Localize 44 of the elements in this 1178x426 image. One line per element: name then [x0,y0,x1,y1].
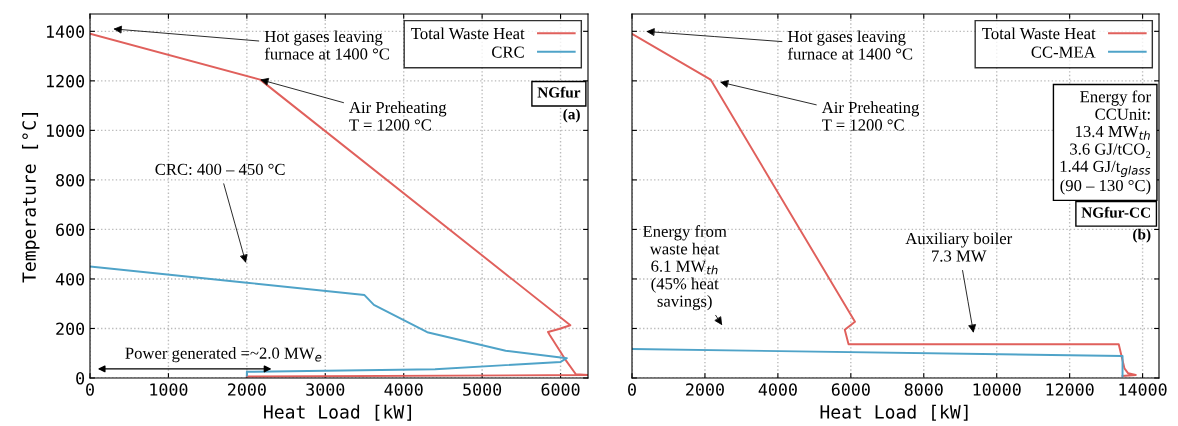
y-axis-title: Temperature [°C] [21,113,40,283]
annotation: (b) [1133,228,1151,243]
annotation: Energy for CCUnit: 13.4 MW$_{th}$ 3.6 GJ/tCO₂ 1.44 GJ/t$_{glass}$ (90 – 130 °C) [1060,90,1151,195]
x-tick-label: 4000 [758,383,797,396]
annotation: Auxiliary boiler 7.3 MW [905,232,1013,262]
annotation: NGfur [537,86,581,98]
annotation: Air Preheating T = 1200 °C [821,101,920,131]
x-axis-title: Heat Load [kW] [264,404,412,421]
x-tick-label: 6000 [831,383,870,396]
x-tick-label: 2000 [686,383,724,396]
y-tick-label: 800 [56,173,85,187]
x-tick-label: 14000 [1119,383,1167,396]
annotation: NGfur-CC [1081,206,1150,218]
x-tick-label: 5000 [463,383,502,396]
annotation: Power generated =~2.0 MW$_{e}$ [125,347,322,363]
y-tick-label: 1200 [47,74,85,88]
x-tick-label: 6000 [541,383,580,396]
x-tick-label: 0 [86,383,94,396]
legend-label: CC-MEA [1031,46,1096,58]
y-tick-label: 200 [56,322,85,336]
legend-label: CRC [492,46,524,58]
annotation: Hot gases leaving furnace at 1400 °C [264,30,389,60]
annotation: Hot gases leaving furnace at 1400 °C [787,30,913,60]
x-tick-label: 10000 [973,383,1021,396]
x-tick-label: 2000 [228,383,266,396]
x-tick-label: 3000 [306,383,345,396]
y-tick-label: 0 [76,372,85,385]
y-tick-label: 600 [56,223,85,237]
y-tick-label: 400 [55,272,85,286]
x-tick-label: 8000 [904,383,943,396]
annotation: CRC: 400 – 450 °C [155,163,285,176]
y-tick-label: 1400 [47,25,85,38]
annotation: Air Preheating T = 1200 °C [349,101,447,131]
line-series [90,265,568,377]
annotation: (a) [563,108,580,123]
legend-label: Total Waste Heat [411,27,525,40]
x-axis-title: Heat Load [kW] [820,404,968,421]
x-tick-label: 12000 [1046,383,1094,396]
y-tick-label: 1000 [47,124,85,137]
x-tick-label: 4000 [384,383,423,396]
x-tick-label: 1000 [150,383,188,396]
legend-label: Total Waste Heat [982,27,1096,40]
annotation: Energy from waste heat 6.1 MW$_{th}$ (45% heat savings) [642,225,727,311]
x-tick-label: 0 [628,383,636,396]
